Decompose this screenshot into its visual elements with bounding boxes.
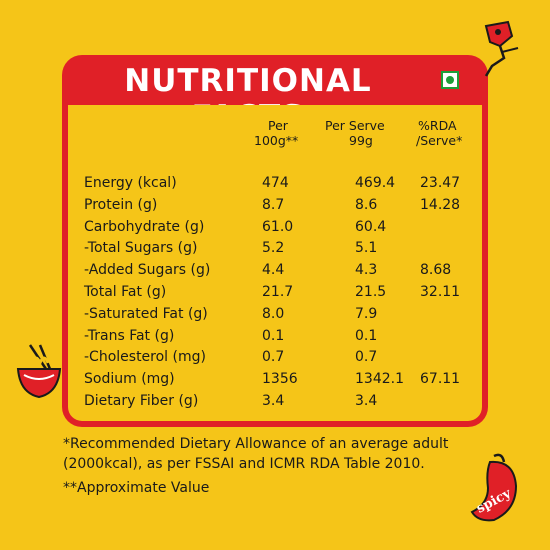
nutrient-name: Sodium (mg) [84,371,175,388]
value-per-100g: 8.0 [262,305,285,322]
value-rda: 32.11 [420,284,461,300]
nutrient-name: -Saturated Fat (g) [84,305,208,322]
value-per-serve: 3.4 [355,393,378,409]
value-per-serve: 7.9 [355,305,378,322]
value-per-100g: 1356 [262,371,298,388]
noodle-bowl-icon [16,344,62,399]
value-per-100g: 21.7 [262,284,294,300]
nutrient-name: -Added Sugars (g) [84,262,211,279]
value-per-serve: 0.7 [355,349,378,366]
col-perserve-line2: 99g [349,133,373,148]
value-per-100g: 3.4 [262,393,285,409]
nutrient-name: Dietary Fiber (g) [84,393,199,409]
col-rda-line1: %RDA [418,118,457,133]
value-rda: 14.28 [420,196,461,213]
veg-symbol-icon [441,71,459,89]
footnote-line-1: *Recommended Dietary Allowance of an ave… [63,436,449,452]
value-per-100g: 0.7 [262,349,285,366]
nutrient-name: Energy (kcal) [84,175,177,191]
value-per-serve: 1342.1 [355,371,404,388]
value-per-serve: 21.5 [355,284,387,300]
value-per-100g: 474 [262,175,289,191]
footnote-line-2: (2000kcal), as per FSSAI and ICMR RDA Ta… [63,456,425,472]
value-per-serve: 4.3 [355,262,378,279]
value-per-100g: 5.2 [262,240,285,257]
value-rda: 67.11 [420,371,461,388]
value-rda: 8.68 [420,262,452,279]
chili-pepper-icon: spicy [470,453,518,522]
col-perserve-line1: Per Serve [325,118,385,133]
col-per100-line1: Per [268,118,288,133]
nutrient-name: Total Fat (g) [84,284,167,300]
col-per100-line2: 100g** [254,133,299,148]
value-per-100g: 8.7 [262,196,285,213]
value-per-serve: 0.1 [355,327,378,344]
value-per-serve: 8.6 [355,196,378,213]
nutrient-name: -Total Sugars (g) [84,240,198,257]
nutrient-name: Carbohydrate (g) [84,218,205,235]
nutrient-name: -Trans Fat (g) [84,327,175,344]
value-per-serve: 5.1 [355,240,378,257]
footnote-line-3: **Approximate Value [63,480,210,496]
chili-mascot-icon [484,20,519,77]
value-per-serve: 60.4 [355,218,387,235]
nutrient-name: Protein (g) [84,196,158,213]
nutrition-panel: NUTRITIONAL FACTS [62,55,488,427]
value-per-100g: 0.1 [262,327,285,344]
value-per-100g: 61.0 [262,218,294,235]
panel-body [68,105,482,421]
value-per-100g: 4.4 [262,262,285,279]
nutrient-name: -Cholesterol (mg) [84,349,206,366]
value-rda: 23.47 [420,175,461,191]
col-rda-line2: /Serve* [416,133,463,148]
value-per-serve: 469.4 [355,175,396,191]
